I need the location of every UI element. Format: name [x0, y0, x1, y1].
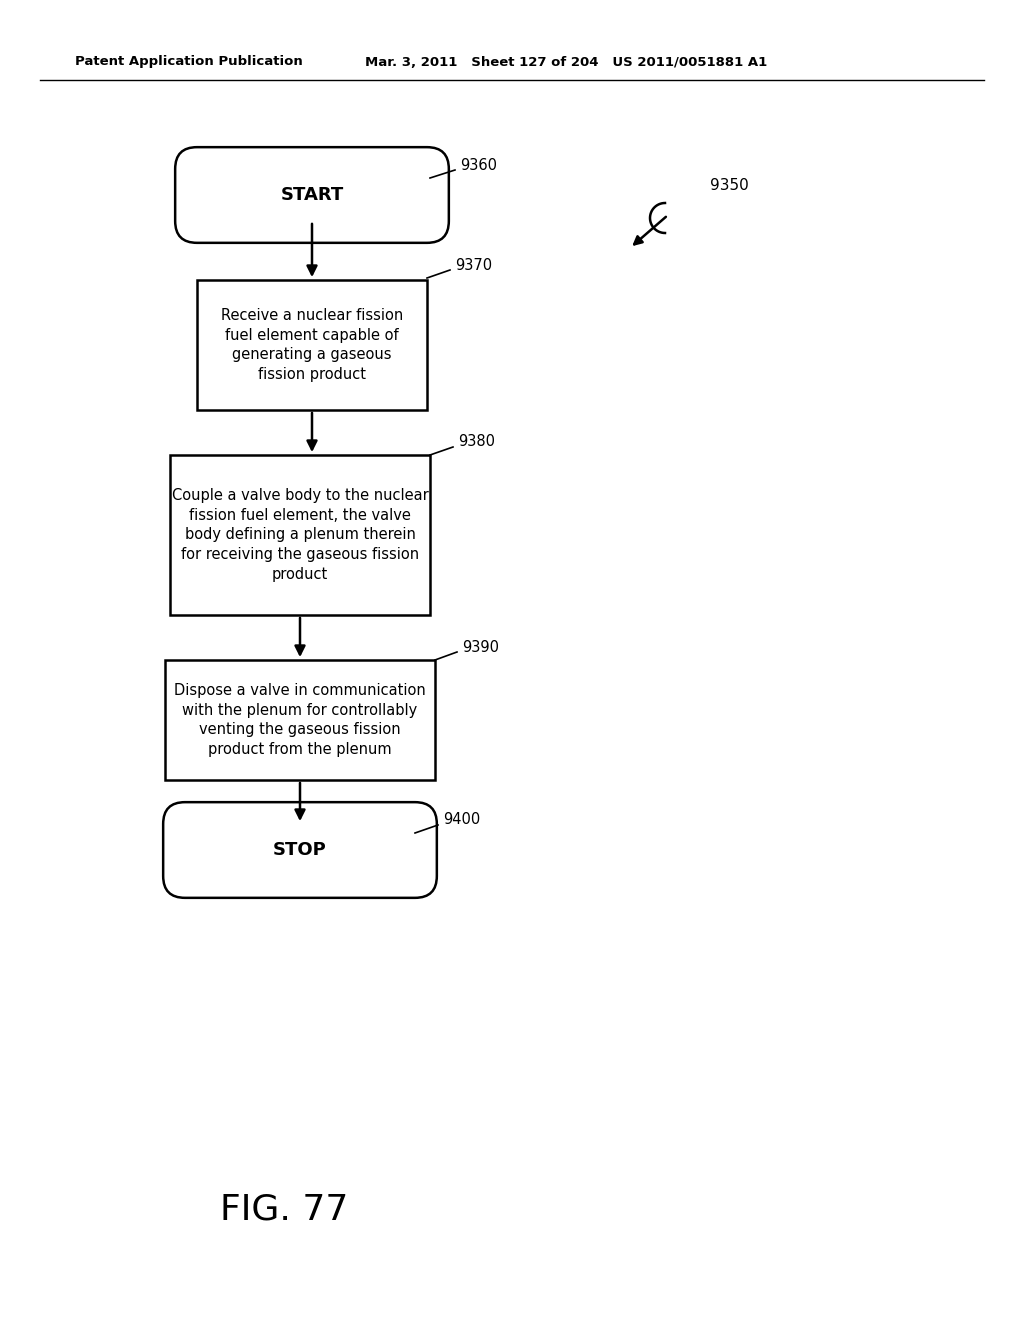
Bar	[197, 280, 427, 411]
Text: 9370: 9370	[455, 257, 493, 272]
Text: START: START	[281, 186, 344, 205]
Text: 9400: 9400	[443, 813, 480, 828]
Text: Dispose a valve in communication
with the plenum for controllably
venting the ga: Dispose a valve in communication with th…	[174, 682, 426, 758]
Text: 9350: 9350	[710, 177, 749, 193]
Text: 9360: 9360	[460, 157, 497, 173]
Bar	[165, 660, 435, 780]
Text: Mar. 3, 2011   Sheet 127 of 204   US 2011/0051881 A1: Mar. 3, 2011 Sheet 127 of 204 US 2011/00…	[365, 55, 767, 69]
Text: STOP: STOP	[273, 841, 327, 859]
Text: FIG. 77: FIG. 77	[220, 1193, 348, 1228]
Text: Couple a valve body to the nuclear
fission fuel element, the valve
body defining: Couple a valve body to the nuclear fissi…	[172, 488, 428, 582]
Text: 9380: 9380	[458, 434, 495, 450]
Text: Patent Application Publication: Patent Application Publication	[75, 55, 303, 69]
Bar	[170, 455, 430, 615]
FancyBboxPatch shape	[175, 147, 449, 243]
FancyBboxPatch shape	[163, 803, 437, 898]
Text: 9390: 9390	[462, 639, 499, 655]
Text: Receive a nuclear fission
fuel element capable of
generating a gaseous
fission p: Receive a nuclear fission fuel element c…	[221, 308, 403, 383]
